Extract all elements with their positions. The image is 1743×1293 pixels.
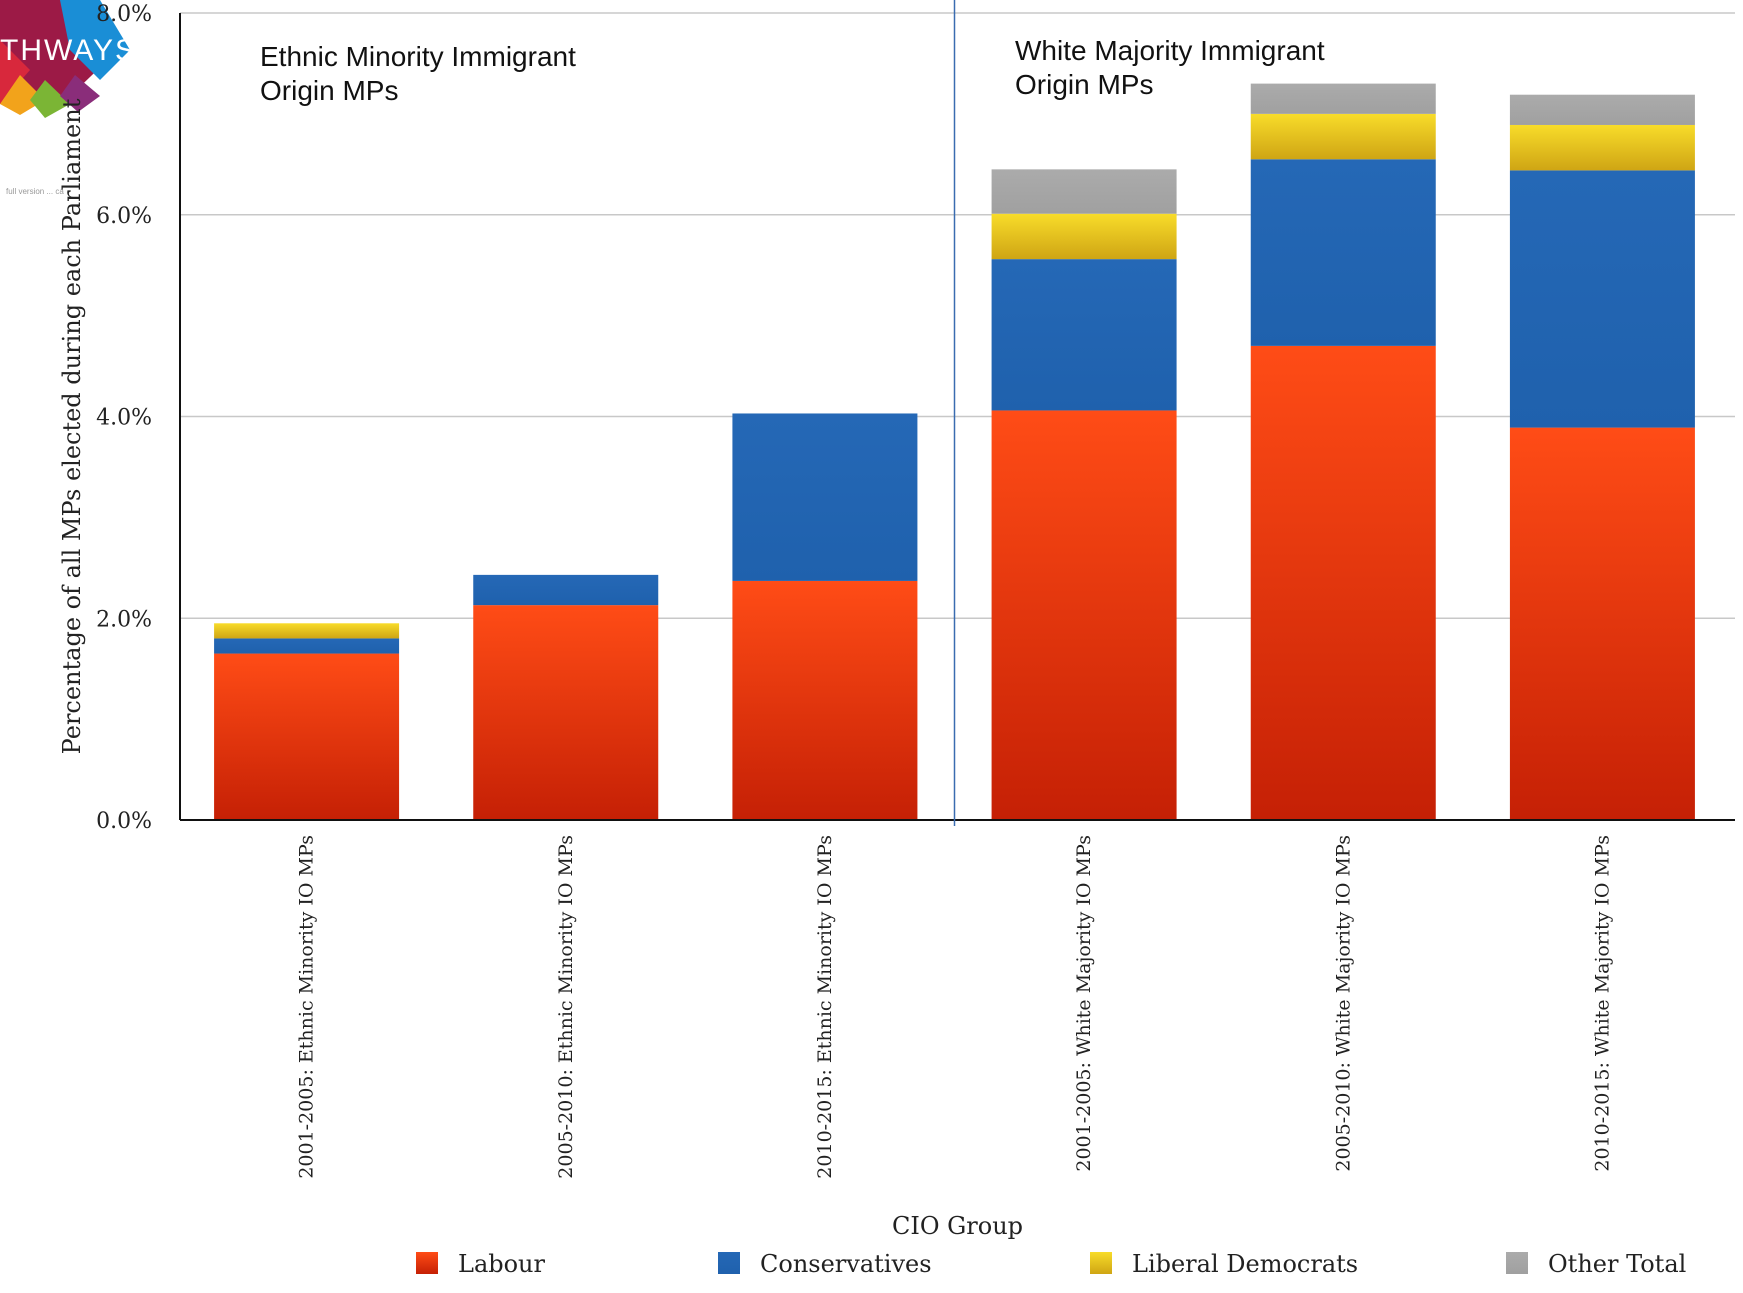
x-tick-label: 2010-2015: Ethnic Minority IO MPs bbox=[814, 835, 836, 1179]
logo: THWAYS full version ... ca bbox=[0, 0, 137, 196]
bar-segment-conservatives bbox=[214, 638, 400, 654]
legend-swatch bbox=[416, 1252, 438, 1274]
bar-segment-liberal-democrats bbox=[1250, 113, 1436, 160]
group-annotation: Origin MPs bbox=[260, 75, 398, 106]
group-annotation: White Majority Immigrant bbox=[1015, 35, 1325, 66]
y-tick-label: 4.0% bbox=[96, 406, 152, 431]
bars bbox=[214, 83, 1695, 820]
logo-subtext: full version ... ca bbox=[6, 187, 64, 196]
y-axis-ticks: 0.0% 2.0% 4.0% 6.0% 8.0% bbox=[96, 2, 152, 834]
y-tick-label: 2.0% bbox=[96, 607, 152, 632]
legend-swatch bbox=[1506, 1252, 1528, 1274]
bar-segment-labour bbox=[1250, 345, 1436, 820]
legend-label: Other Total bbox=[1548, 1250, 1686, 1278]
legend-label: Liberal Democrats bbox=[1132, 1250, 1358, 1278]
bar-segment-conservatives bbox=[1509, 170, 1695, 428]
bar-segment-other-total bbox=[1509, 94, 1695, 125]
x-tick-label: 2005-2010: Ethnic Minority IO MPs bbox=[555, 835, 577, 1179]
x-tick-label: 2010-2015: White Majority IO MPs bbox=[1591, 835, 1613, 1172]
bar-segment-labour bbox=[473, 605, 659, 820]
axes bbox=[179, 13, 1735, 821]
x-tick-label: 2001-2005: Ethnic Minority IO MPs bbox=[296, 835, 318, 1179]
bar-segment-conservatives bbox=[1250, 159, 1436, 346]
legend-label: Labour bbox=[458, 1250, 546, 1278]
bar-segment-conservatives bbox=[473, 574, 659, 606]
bar-segment-other-total bbox=[991, 169, 1177, 214]
y-tick-label: 8.0% bbox=[96, 2, 152, 27]
x-axis-title: CIO Group bbox=[892, 1212, 1023, 1240]
bar-segment-liberal-democrats bbox=[1509, 124, 1695, 171]
y-tick-label: 6.0% bbox=[96, 204, 152, 229]
legend-label: Conservatives bbox=[760, 1250, 932, 1278]
gridlines bbox=[180, 12, 1735, 619]
bar-segment-conservatives bbox=[732, 413, 918, 581]
bar-segment-other-total bbox=[1250, 83, 1436, 114]
x-axis-ticks: 2001-2005: Ethnic Minority IO MPs 2005-20… bbox=[296, 835, 1614, 1179]
legend-swatch bbox=[1090, 1252, 1112, 1274]
y-tick-label: 0.0% bbox=[96, 809, 152, 834]
x-tick-label: 2005-2010: White Majority IO MPs bbox=[1332, 835, 1354, 1172]
bar-segment-labour bbox=[214, 653, 400, 820]
legend-swatch bbox=[718, 1252, 740, 1274]
bar-segment-labour bbox=[1509, 427, 1695, 820]
group-annotation: Origin MPs bbox=[1015, 69, 1153, 100]
bar-segment-labour bbox=[732, 580, 918, 820]
logo-text: THWAYS bbox=[0, 34, 137, 67]
bar-segment-liberal-democrats bbox=[214, 623, 400, 639]
x-tick-label: 2001-2005: White Majority IO MPs bbox=[1073, 835, 1095, 1172]
group-annotation: Ethnic Minority Immigrant bbox=[260, 41, 576, 72]
legend: Labour Conservatives Liberal Democrats Othe… bbox=[416, 1250, 1686, 1278]
y-axis-title: Percentage of all MPs elected during eac… bbox=[58, 98, 86, 754]
bar-segment-conservatives bbox=[991, 259, 1177, 411]
bar-segment-liberal-democrats bbox=[991, 213, 1177, 260]
bar-segment-labour bbox=[991, 410, 1177, 820]
